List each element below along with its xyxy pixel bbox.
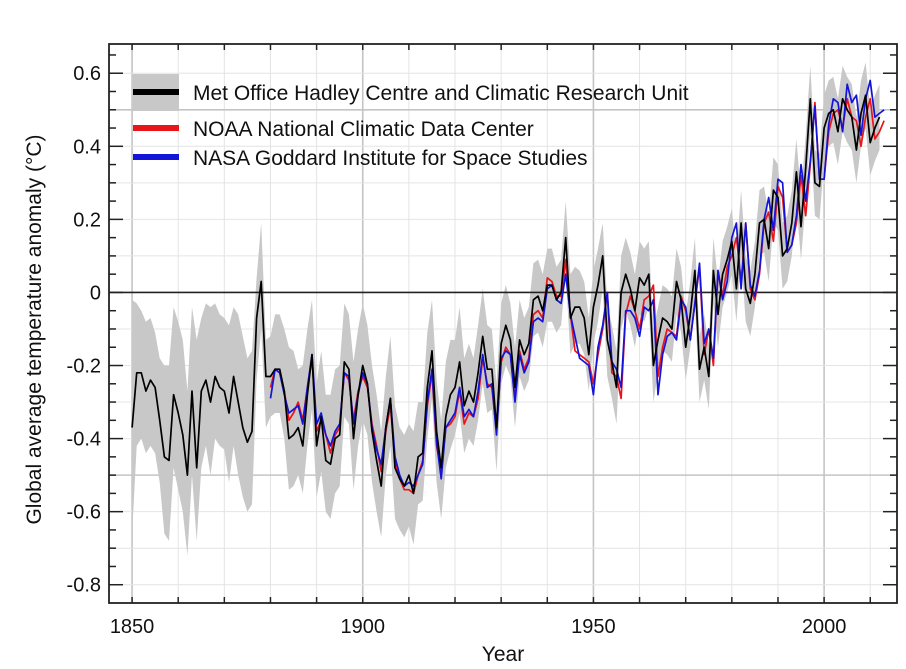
y-tick-label: 0.6 [73,63,101,85]
legend-label-nasa: NASA Goddard Institute for Space Studies [193,147,588,170]
x-tick-labels: 1850 1900 1950 2000 [110,616,847,638]
y-tick-label: -0.6 [67,502,101,524]
x-tick-label: 1950 [571,616,616,638]
y-tick-labels: -0.8 -0.6 -0.4 -0.2 0 0.2 0.4 0.6 [67,63,101,597]
legend-label-hadcrut: Met Office Hadley Centre and Climatic Re… [193,82,689,105]
legend-label-noaa: NOAA National Climatic Data Center [193,118,534,141]
x-tick-label: 2000 [802,616,847,638]
x-axis-title: Year [482,643,524,666]
y-tick-label: 0.4 [73,136,101,158]
plot-frame [108,43,898,604]
y-tick-label: -0.2 [67,356,101,378]
x-tick-label: 1850 [110,616,155,638]
x-tick-label: 1900 [340,616,385,638]
series-group [131,79,885,495]
y-tick-label: -0.4 [67,429,101,451]
series-line-hadcrut [131,94,881,495]
axes [108,43,898,604]
legend: Met Office Hadley Centre and Climatic Re… [133,74,689,170]
y-tick-label: -0.8 [67,575,101,597]
y-tick-label: 0.2 [73,209,101,231]
y-tick-label: 0 [90,282,101,304]
y-axis-title: Global average temperature anomaly (°C) [23,134,46,524]
